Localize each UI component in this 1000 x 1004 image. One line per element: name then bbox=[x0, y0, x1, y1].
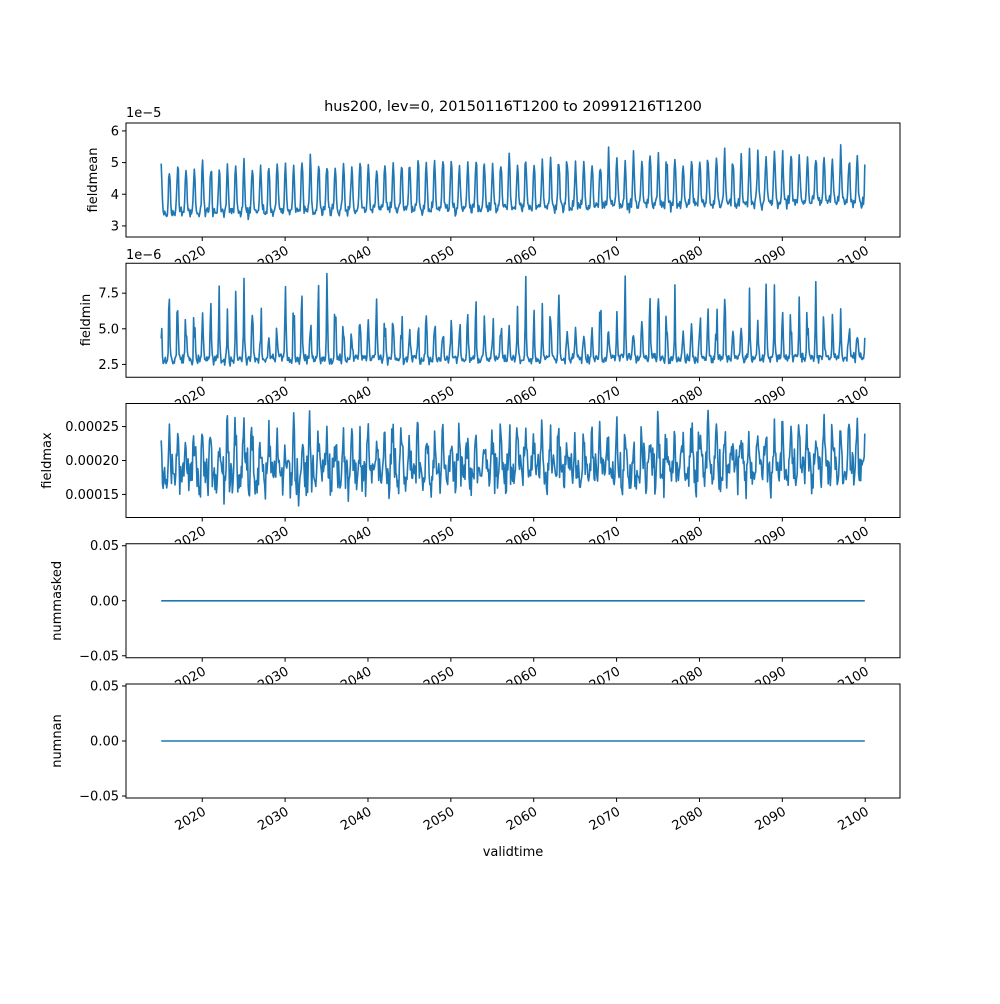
y-axis-label-numnan: numnan bbox=[50, 714, 65, 768]
y-tick-label: 0.00 bbox=[90, 594, 119, 609]
axes-background bbox=[125, 122, 901, 238]
chart-title: hus200, lev=0, 20150116T1200 to 20991216… bbox=[324, 99, 702, 115]
offset-text-fieldmin: 1e−6 bbox=[126, 248, 161, 263]
x-tick-label: 2080 bbox=[670, 804, 706, 834]
x-tick-label: 2090 bbox=[753, 804, 789, 834]
y-tick-label: 0.00015 bbox=[65, 488, 119, 503]
data-line-fieldmax bbox=[160, 409, 866, 507]
y-tick-label: 5 bbox=[111, 156, 119, 171]
y-tick-label: 3 bbox=[111, 219, 119, 234]
x-tick-label: 2020 bbox=[173, 804, 209, 834]
y-axis-label-fieldmin: fieldmin bbox=[79, 294, 94, 347]
y-tick-label: 0.05 bbox=[90, 679, 119, 694]
y-tick-label: 6 bbox=[111, 124, 119, 139]
y-tick-label: 7.5 bbox=[98, 287, 119, 302]
y-tick-label: 0.00020 bbox=[65, 454, 119, 469]
y-tick-label: 0.00 bbox=[90, 735, 119, 750]
y-axis-label-fieldmean: fieldmean bbox=[86, 148, 101, 213]
y-axis-label-nummasked: nummasked bbox=[50, 561, 65, 641]
x-tick-label: 2060 bbox=[504, 804, 540, 834]
x-tick-label: 2040 bbox=[338, 804, 374, 834]
y-tick-label: 4 bbox=[111, 188, 119, 203]
y-tick-label: 2.5 bbox=[98, 358, 119, 373]
x-tick-label: 2100 bbox=[836, 804, 872, 834]
offset-text-fieldmean: 1e−5 bbox=[126, 106, 161, 121]
data-line-fieldmean bbox=[160, 144, 866, 221]
data-line-fieldmin bbox=[160, 272, 866, 367]
x-axis-label: validtime bbox=[483, 845, 544, 860]
y-tick-label: 5.0 bbox=[98, 322, 119, 337]
x-tick-label: 2070 bbox=[587, 804, 623, 834]
x-tick-label: 2030 bbox=[255, 804, 291, 834]
y-axis-label-fieldmax: fieldmax bbox=[40, 432, 55, 489]
x-tick-label: 2050 bbox=[421, 804, 457, 834]
subplot-numnan: −0.05 0.00 0.05 2020 2030 2040 2050 2060 2070 208… bbox=[79, 679, 901, 834]
y-tick-label: 0.00025 bbox=[65, 420, 119, 435]
y-tick-label: 0.05 bbox=[90, 539, 119, 554]
y-tick-label: −0.05 bbox=[79, 790, 119, 805]
y-tick-label: −0.05 bbox=[79, 649, 119, 664]
